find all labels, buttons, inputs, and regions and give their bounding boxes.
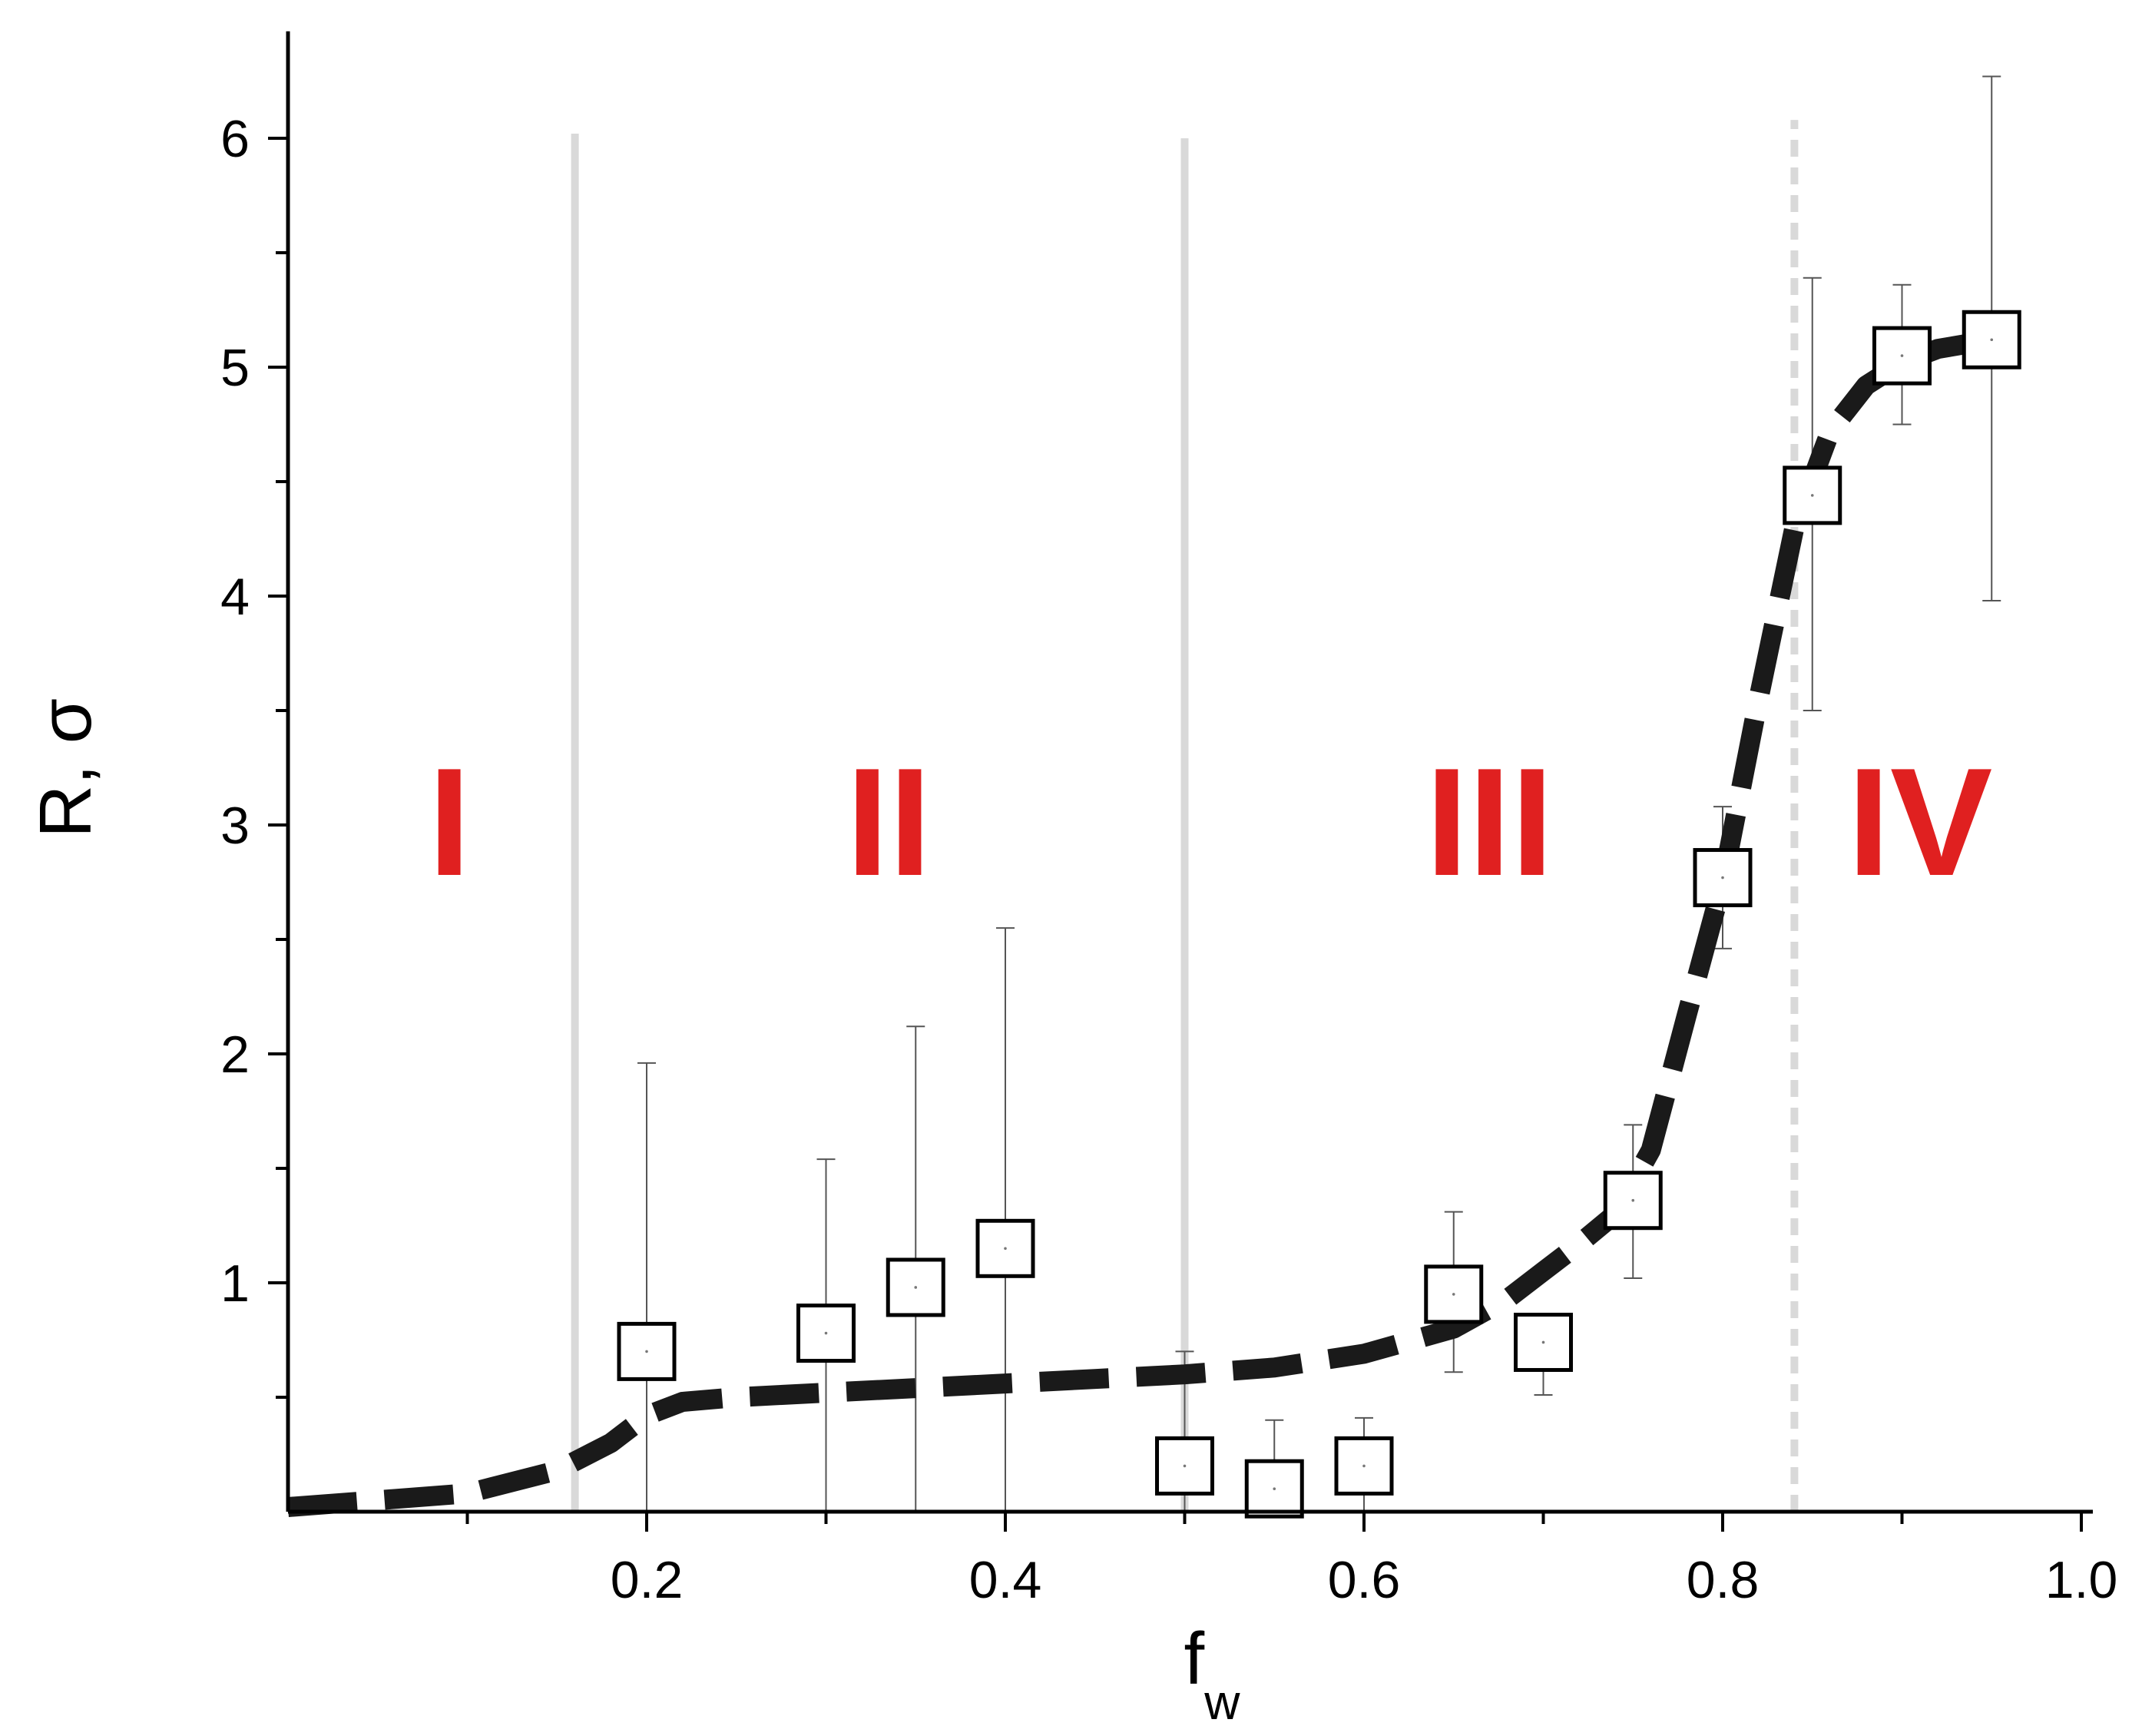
- x-tick-label: 0.4: [969, 1551, 1042, 1609]
- region-dividers: [571, 120, 1799, 1512]
- region-labels: I II III IV: [428, 737, 1992, 908]
- x-axis-label-main: f: [1184, 1618, 1205, 1700]
- region-label: II: [846, 737, 932, 908]
- x-tick-label: 0.6: [1328, 1551, 1401, 1609]
- fit-curve-group: [287, 330, 1994, 1517]
- y-tick-label: 3: [220, 797, 250, 855]
- y-tick-label: 2: [220, 1025, 250, 1084]
- data-point-center-dot: [1541, 1340, 1545, 1344]
- y-axis-label: R, σ: [25, 698, 107, 838]
- region-label: III: [1425, 737, 1554, 908]
- data-point-center-dot: [1631, 1198, 1635, 1202]
- data-markers: [617, 310, 2021, 1519]
- data-point-center-dot: [1900, 354, 1904, 357]
- data-point-center-dot: [1452, 1293, 1455, 1296]
- x-tick-label: 0.2: [611, 1551, 684, 1609]
- data-point-center-dot: [1810, 494, 1814, 497]
- data-point-center-dot: [1721, 876, 1724, 880]
- y-tick-label: 1: [220, 1254, 250, 1313]
- data-point-center-dot: [645, 1350, 648, 1353]
- y-tick-label: 5: [220, 339, 250, 397]
- data-point-center-dot: [1004, 1247, 1007, 1251]
- data-point-center-dot: [824, 1331, 828, 1335]
- axes: 0.2 0.4 0.6 0.8 1.0 1 2 3 4 5 6: [220, 31, 2117, 1609]
- fit-curve: [287, 330, 1994, 1517]
- data-point-center-dot: [1990, 338, 1994, 342]
- y-tick-label: 6: [220, 110, 250, 168]
- x-tick-label: 1.0: [2045, 1551, 2118, 1609]
- data-point-center-dot: [1183, 1464, 1187, 1468]
- x-axis-label: fw: [1184, 1618, 1241, 1730]
- x-axis-label-subscript: w: [1203, 1675, 1240, 1730]
- x-tick-label: 0.8: [1687, 1551, 1760, 1609]
- data-point-center-dot: [914, 1286, 918, 1289]
- region-label: I: [428, 737, 471, 908]
- data-point-center-dot: [1273, 1487, 1276, 1490]
- data-point-center-dot: [1362, 1464, 1366, 1468]
- region-label: IV: [1847, 737, 1992, 908]
- y-tick-label: 4: [220, 568, 250, 626]
